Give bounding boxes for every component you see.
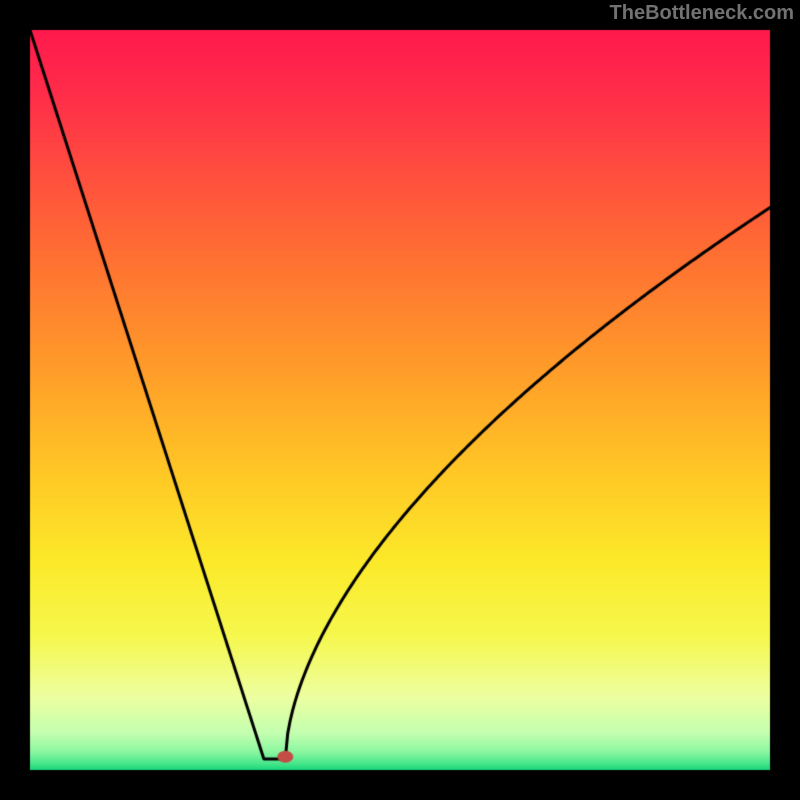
figure-root: TheBottleneck.com (0, 0, 800, 800)
bottleneck-chart-canvas (0, 0, 800, 800)
